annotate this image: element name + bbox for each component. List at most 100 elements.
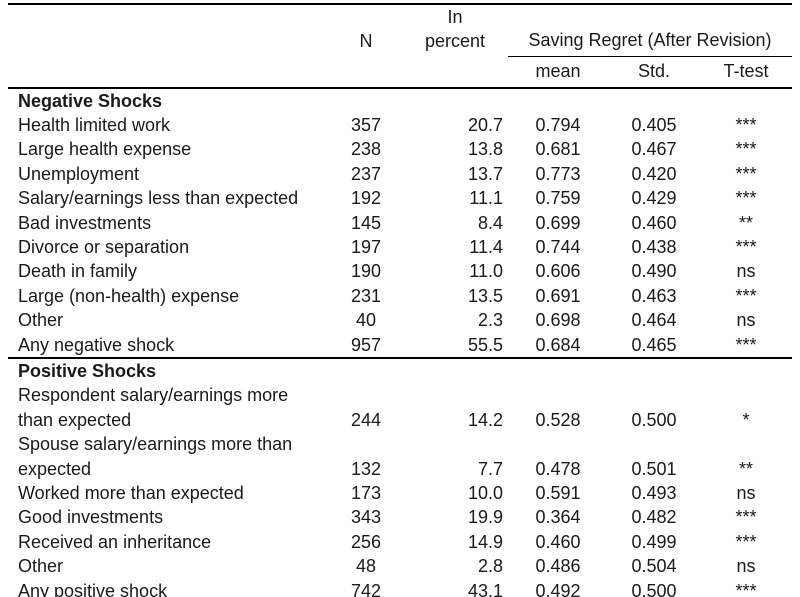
shocks-saving-regret-table: N In percent Saving Regret (After Revisi… bbox=[8, 3, 793, 597]
cell-t_test: ns bbox=[736, 483, 756, 503]
cell-mean: 0.698 bbox=[535, 310, 581, 331]
cell-mean: 0.591 bbox=[535, 483, 581, 503]
row-label: Any positive shock bbox=[18, 580, 168, 597]
cell-std: 0.420 bbox=[631, 163, 677, 184]
cell-mean: 0.478 bbox=[535, 458, 581, 479]
table-row: Health limited work 357 20.7 0.794 0.405 *** bbox=[8, 113, 792, 137]
table-row: Spouse salary/earnings more than expected… bbox=[8, 432, 792, 481]
cell-n: 145 bbox=[350, 212, 382, 233]
header-spanner-saving-regret: Saving Regret (After Revision) bbox=[508, 4, 793, 57]
cell-n: 48 bbox=[355, 556, 377, 577]
cell-mean: 0.528 bbox=[535, 409, 581, 430]
header-n: N bbox=[359, 31, 373, 51]
header-in-percent-line2: percent bbox=[424, 31, 486, 51]
table-row: Salary/earnings less than expected 192 11.… bbox=[8, 186, 792, 210]
cell-t_test: *** bbox=[735, 163, 757, 184]
cell-std: 0.504 bbox=[631, 556, 677, 577]
row-label: Large (non-health) expense bbox=[18, 285, 240, 306]
cell-mean: 0.794 bbox=[535, 114, 581, 135]
cell-std: 0.499 bbox=[631, 531, 677, 552]
cell-n: 742 bbox=[350, 580, 382, 597]
cell-mean: 0.486 bbox=[535, 556, 581, 577]
cell-in_percent: 11.4 bbox=[469, 236, 503, 257]
cell-n: 343 bbox=[350, 507, 382, 528]
cell-n: 357 bbox=[350, 114, 382, 135]
cell-n: 40 bbox=[355, 310, 377, 331]
cell-n: 192 bbox=[350, 188, 382, 209]
row-label: Spouse salary/earnings more than expected bbox=[18, 434, 293, 479]
cell-std: 0.493 bbox=[631, 483, 677, 503]
cell-t_test: ** bbox=[739, 212, 754, 233]
cell-t_test: ** bbox=[739, 458, 754, 479]
cell-std: 0.438 bbox=[631, 236, 677, 257]
table-row: Other 48 2.8 0.486 0.504 ns bbox=[8, 554, 792, 578]
row-label: Unemployment bbox=[18, 163, 140, 184]
cell-t_test: *** bbox=[735, 334, 757, 355]
cell-mean: 0.681 bbox=[535, 139, 581, 160]
section-title: Positive Shocks bbox=[8, 356, 793, 384]
cell-t_test: *** bbox=[735, 114, 757, 135]
cell-in_percent: 8.4 bbox=[477, 212, 503, 233]
header-in-percent-line1: In bbox=[447, 7, 463, 27]
cell-in_percent: 2.8 bbox=[477, 556, 503, 577]
cell-std: 0.500 bbox=[631, 580, 677, 597]
cell-mean: 0.691 bbox=[535, 285, 581, 306]
cell-std: 0.500 bbox=[631, 409, 677, 430]
cell-std: 0.501 bbox=[631, 458, 677, 479]
row-label: Divorce or separation bbox=[18, 236, 190, 257]
row-label: Any negative shock bbox=[18, 334, 175, 355]
row-label: Salary/earnings less than expected bbox=[18, 188, 299, 209]
cell-mean: 0.460 bbox=[535, 531, 581, 552]
cell-t_test: *** bbox=[735, 285, 757, 306]
table-row: Large (non-health) expense 231 13.5 0.691 0.… bbox=[8, 284, 792, 308]
header-label-spacer bbox=[8, 4, 330, 56]
cell-mean: 0.773 bbox=[535, 163, 581, 184]
row-label: Bad investments bbox=[18, 212, 152, 233]
cell-std: 0.429 bbox=[631, 188, 677, 209]
header-row-top: N In percent Saving Regret (After Revisi… bbox=[8, 4, 793, 57]
section-header-row: Negative Shocks bbox=[8, 88, 792, 113]
cell-mean: 0.699 bbox=[535, 212, 581, 233]
table-row: Respondent salary/earnings more than expe… bbox=[8, 383, 792, 432]
row-label: Death in family bbox=[18, 261, 138, 282]
cell-std: 0.490 bbox=[631, 261, 677, 282]
cell-std: 0.464 bbox=[631, 310, 677, 331]
header-in-percent: In percent bbox=[402, 4, 508, 56]
cell-mean: 0.684 bbox=[535, 334, 581, 355]
cell-t_test: ns bbox=[736, 261, 756, 282]
cell-in_percent: 55.5 bbox=[467, 334, 503, 355]
cell-in_percent: 20.7 bbox=[467, 114, 503, 135]
header-row-sub: mean Std. T-test bbox=[8, 56, 793, 89]
table-row: Unemployment 237 13.7 0.773 0.420 *** bbox=[8, 162, 792, 186]
cell-n: 231 bbox=[350, 285, 382, 306]
cell-t_test: *** bbox=[735, 580, 757, 597]
cell-mean: 0.606 bbox=[535, 261, 581, 282]
subheader-n-spacer bbox=[330, 56, 402, 89]
table-row: Good investments 343 19.9 0.364 0.482 *** bbox=[8, 505, 792, 529]
row-label: Good investments bbox=[18, 507, 164, 528]
cell-n: 132 bbox=[350, 458, 382, 479]
table-row: Any positive shock 742 43.1 0.492 0.500 *** bbox=[8, 579, 792, 597]
cell-std: 0.482 bbox=[631, 507, 677, 528]
cell-std: 0.460 bbox=[631, 212, 677, 233]
row-label: Respondent salary/earnings more than expe… bbox=[18, 385, 289, 430]
cell-n: 244 bbox=[350, 409, 382, 430]
table-body: Negative Shocks Health limited work 357 20.… bbox=[8, 88, 793, 597]
cell-n: 173 bbox=[350, 483, 382, 503]
table-row: Large health expense 238 13.8 0.681 0.467 *** bbox=[8, 137, 792, 161]
cell-t_test: ns bbox=[736, 556, 756, 577]
cell-in_percent: 19.9 bbox=[467, 507, 503, 528]
cell-n: 957 bbox=[350, 334, 382, 355]
cell-n: 238 bbox=[350, 139, 382, 160]
table-row: Death in family 190 11.0 0.606 0.490 ns bbox=[8, 259, 792, 283]
cell-in_percent: 13.5 bbox=[467, 285, 503, 306]
cell-t_test: *** bbox=[735, 531, 757, 552]
cell-in_percent: 11.1 bbox=[469, 188, 503, 209]
cell-in_percent: 10.0 bbox=[467, 483, 503, 503]
cell-n: 190 bbox=[350, 261, 382, 282]
subheader-label-spacer bbox=[8, 56, 330, 89]
table-header: N In percent Saving Regret (After Revisi… bbox=[8, 4, 793, 89]
cell-in_percent: 14.2 bbox=[467, 409, 503, 430]
row-label: Large health expense bbox=[18, 139, 192, 160]
cell-in_percent: 7.7 bbox=[477, 458, 503, 479]
